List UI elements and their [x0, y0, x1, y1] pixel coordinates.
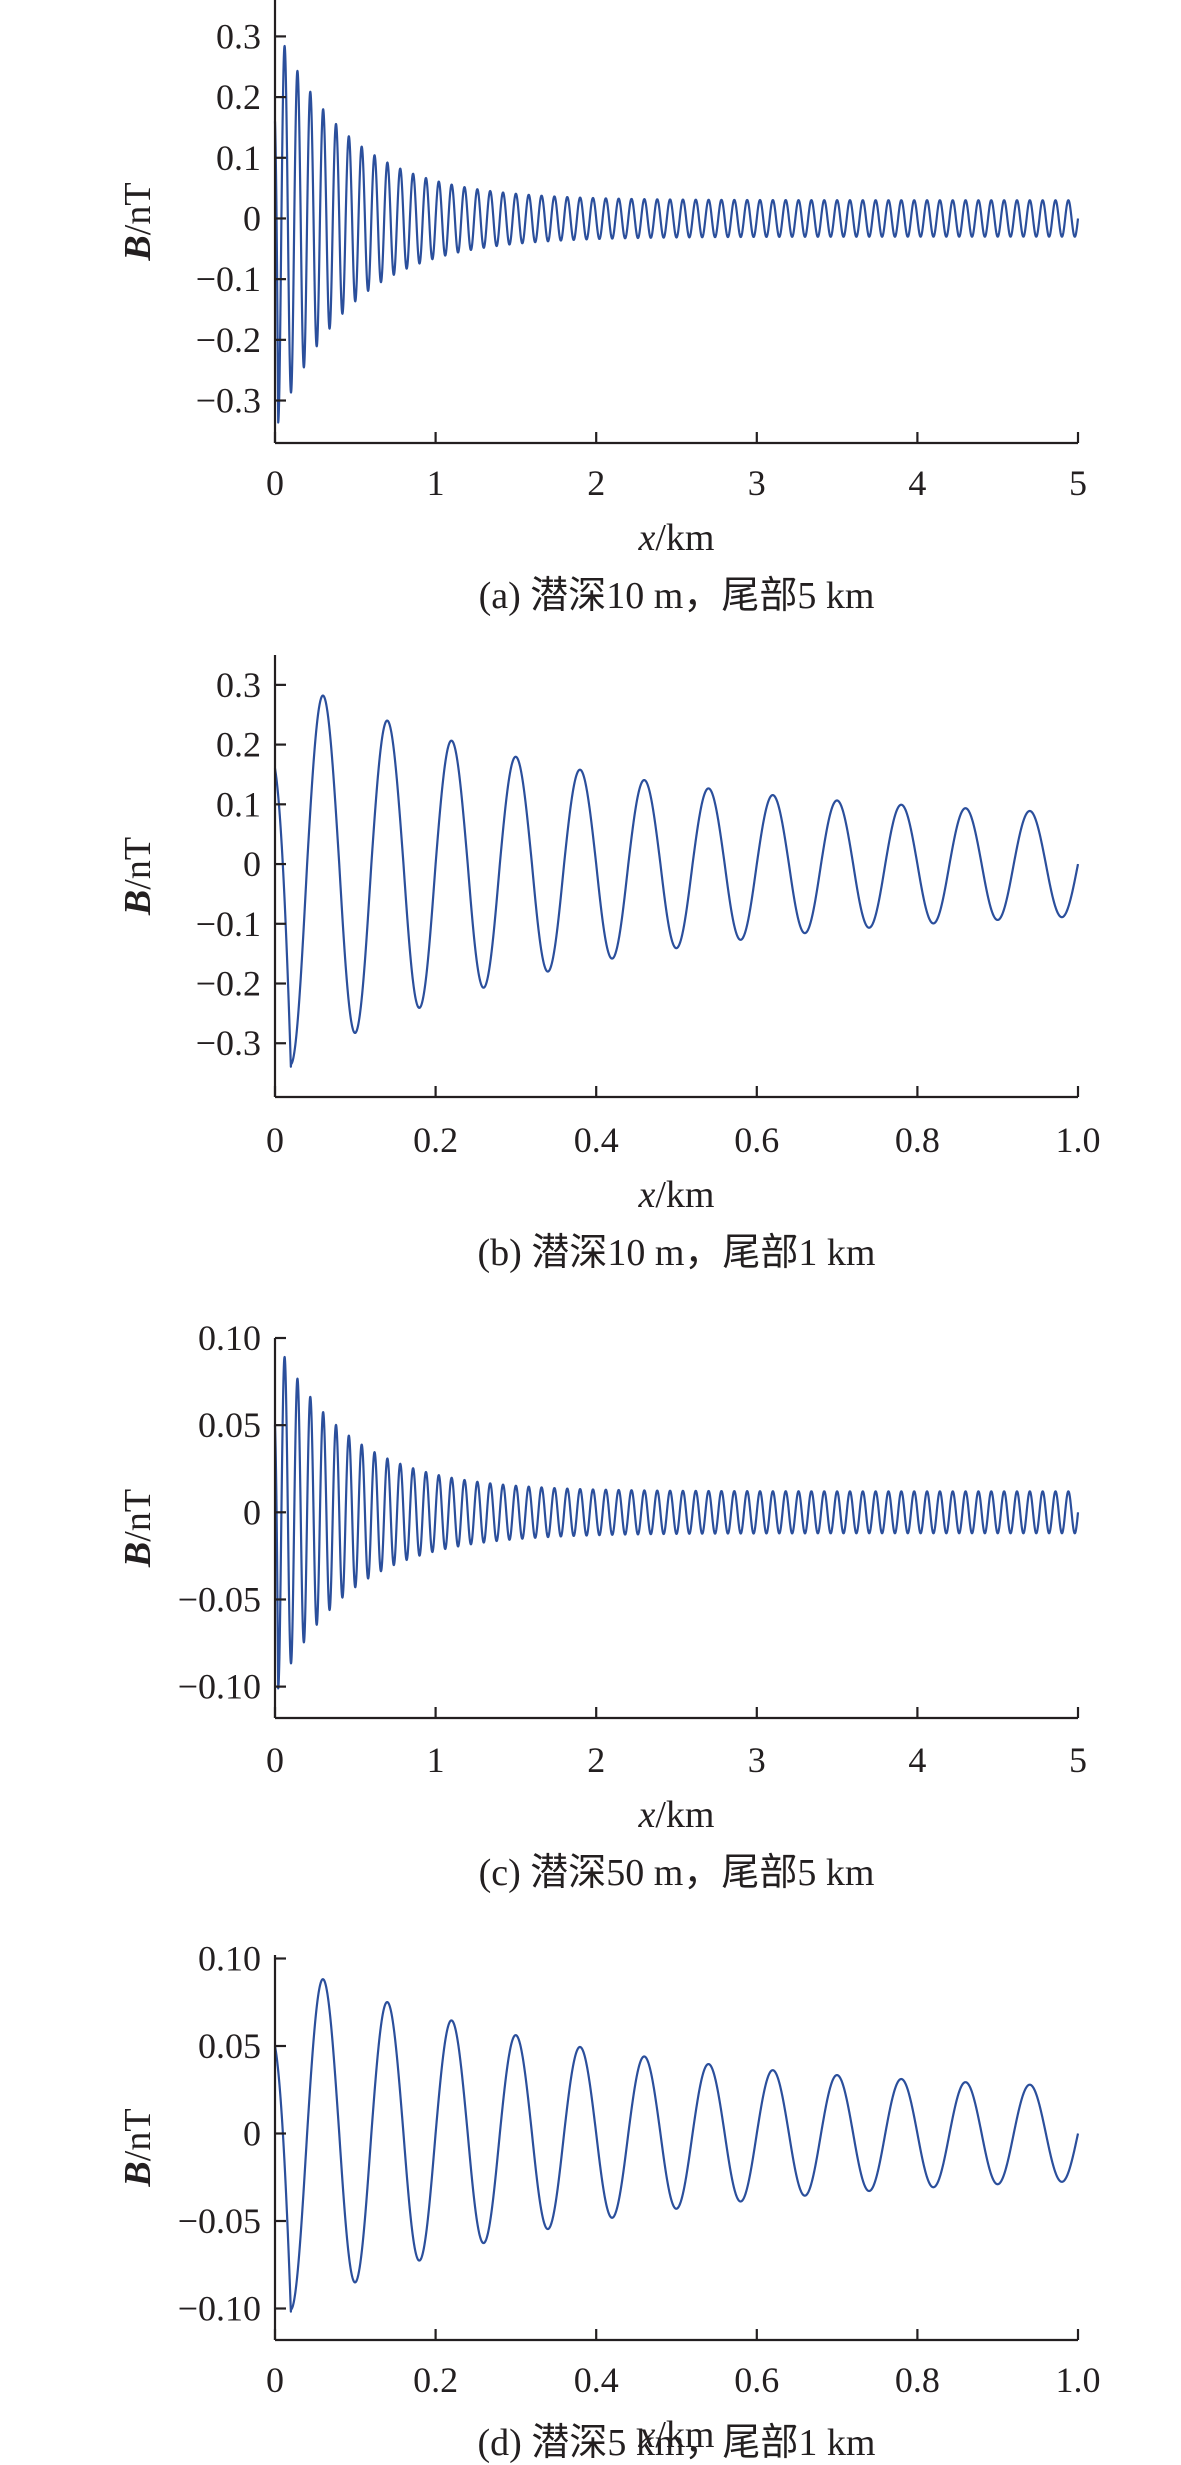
y-tick-label: −0.10 [178, 2289, 261, 2329]
x-axis-label-unit: /km [655, 1794, 714, 1836]
x-axis-label-symbol: x [638, 2414, 656, 2456]
x-tick-label: 2 [587, 463, 605, 503]
x-axis-label: x/km [638, 1794, 715, 1836]
y-axis-label: B/nT [117, 837, 159, 916]
series-line [273, 1978, 1080, 2313]
x-tick-label: 0.2 [413, 1120, 458, 1160]
panel-caption: (d) 潜深5 km，尾部1 km [478, 2422, 876, 2464]
y-tick-label: −0.1 [196, 259, 261, 299]
panel-b: −0.3−0.2−0.100.10.20.3 0 0.2 0.4 0.6 0.8 1.0 … [117, 655, 1101, 1274]
x-tick-label: 3 [748, 463, 766, 503]
x-tick-label: 0.6 [734, 1120, 779, 1160]
x-tick-label: 0.8 [895, 1120, 940, 1160]
x-tick-label: 4 [908, 463, 926, 503]
y-tick-label: 0 [243, 1492, 261, 1532]
y-tick-label: 0.05 [198, 1405, 261, 1445]
x-tick-label: 0.4 [574, 2360, 619, 2400]
x-tick-label: 0 [266, 463, 284, 503]
y-axis-label-symbol: B [117, 235, 159, 261]
x-tick-label: 1 [427, 1740, 445, 1780]
x-tick-label: 0.8 [895, 2360, 940, 2400]
x-tick-label: 1.0 [1056, 1120, 1101, 1160]
y-tick-label: 0.10 [198, 1318, 261, 1358]
y-ticks: −0.3 −0.2 −0.1 0 0.1 0.2 0.3 [196, 16, 286, 421]
x-axis-label-unit: /km [655, 1174, 714, 1216]
y-axis-label-symbol: B [117, 2161, 159, 2187]
y-ticks: −0.3 −0.2 −0.1 0 0.1 0.2 0.3 [196, 665, 286, 1063]
y-axis-label-symbol: B [117, 890, 159, 916]
y-tick-label: 0.3 [216, 665, 261, 705]
panel-caption: (a) 潜深10 m，尾部5 km [479, 575, 875, 617]
y-tick-label: −0.05 [178, 2201, 261, 2241]
x-ticks: 0 1 2 3 4 5 [266, 432, 1087, 503]
x-tick-label: 5 [1069, 1740, 1087, 1780]
y-tick-label: −0.3 [196, 1023, 261, 1063]
x-tick-label: 0 [266, 1120, 284, 1160]
y-tick-label: −0.10 [178, 1667, 261, 1707]
x-axis-label-unit: /km [655, 2414, 714, 2456]
y-axis-label-unit: /nT [117, 837, 159, 890]
y-axis-label-unit: /nT [117, 1489, 159, 1542]
y-tick-label: −0.1 [196, 904, 261, 944]
panel-caption: (c) 潜深50 m，尾部5 km [479, 1852, 875, 1894]
x-ticks: 0 0.2 0.4 0.6 0.8 1.0 [266, 1086, 1101, 1160]
x-axis-label: x/km [638, 2414, 715, 2456]
x-tick-label: 0.4 [574, 1120, 619, 1160]
y-ticks: −0.10 −0.05 0 0.05 0.10 [178, 1939, 286, 2329]
y-axis-label: B/nT [117, 182, 159, 261]
x-tick-label: 0.2 [413, 2360, 458, 2400]
x-axis-label-symbol: x [638, 1794, 656, 1836]
x-axis-label: x/km [638, 1174, 715, 1216]
y-tick-label: −0.2 [196, 964, 261, 1004]
panel-c: −0.10 −0.05 0 0.05 0.10 0 1 2 3 4 5 B/nT x/km (c)… [117, 1318, 1087, 1894]
y-tick-label: −0.3 [196, 381, 261, 421]
y-tick-label: 0.2 [216, 77, 261, 117]
x-tick-label: 2 [587, 1740, 605, 1780]
x-ticks: 0 1 2 3 4 5 [266, 1707, 1087, 1780]
x-tick-label: 3 [748, 1740, 766, 1780]
x-tick-label: 1.0 [1056, 2360, 1101, 2400]
series-line [273, 44, 1080, 424]
series-line [273, 1355, 1080, 1690]
x-axis-label-unit: /km [655, 517, 714, 559]
y-tick-label: 0.2 [216, 725, 261, 765]
y-tick-label: −0.05 [178, 1579, 261, 1619]
y-axis-label: B/nT [117, 1489, 159, 1568]
series-line [273, 694, 1080, 1068]
y-ticks: −0.10 −0.05 0 0.05 0.10 [178, 1318, 286, 1707]
y-axis-label-unit: /nT [117, 2108, 159, 2161]
x-tick-label: 4 [908, 1740, 926, 1780]
y-axis-label-unit: /nT [117, 182, 159, 235]
x-axis-label-symbol: x [638, 1174, 656, 1216]
x-tick-label: 0 [266, 1740, 284, 1780]
y-tick-label: 0.3 [216, 16, 261, 56]
x-axis-label-symbol: x [638, 517, 656, 559]
panel-caption: (b) 潜深10 m，尾部1 km [478, 1232, 876, 1274]
y-tick-label: 0.10 [198, 1939, 261, 1979]
x-ticks: 0 0.2 0.4 0.6 0.8 1.0 [266, 2329, 1101, 2400]
y-tick-label: 0.1 [216, 784, 261, 824]
y-tick-label: 0 [243, 2114, 261, 2154]
panel-d: −0.10 −0.05 0 0.05 0.10 0 0.2 0.4 0.6 0.8 1.0 B/n… [117, 1939, 1101, 2465]
x-tick-label: 0 [266, 2360, 284, 2400]
x-tick-label: 0.6 [734, 2360, 779, 2400]
y-axis-label-symbol: B [117, 1542, 159, 1568]
y-tick-label: 0 [243, 844, 261, 884]
y-tick-label: 0 [243, 198, 261, 238]
x-axis-label: x/km [638, 517, 715, 559]
y-tick-label: 0.05 [198, 2026, 261, 2066]
x-tick-label: 1 [427, 463, 445, 503]
y-tick-label: 0.1 [216, 138, 261, 178]
x-tick-label: 5 [1069, 463, 1087, 503]
y-tick-label: −0.2 [196, 320, 261, 360]
y-axis-label: B/nT [117, 2108, 159, 2187]
